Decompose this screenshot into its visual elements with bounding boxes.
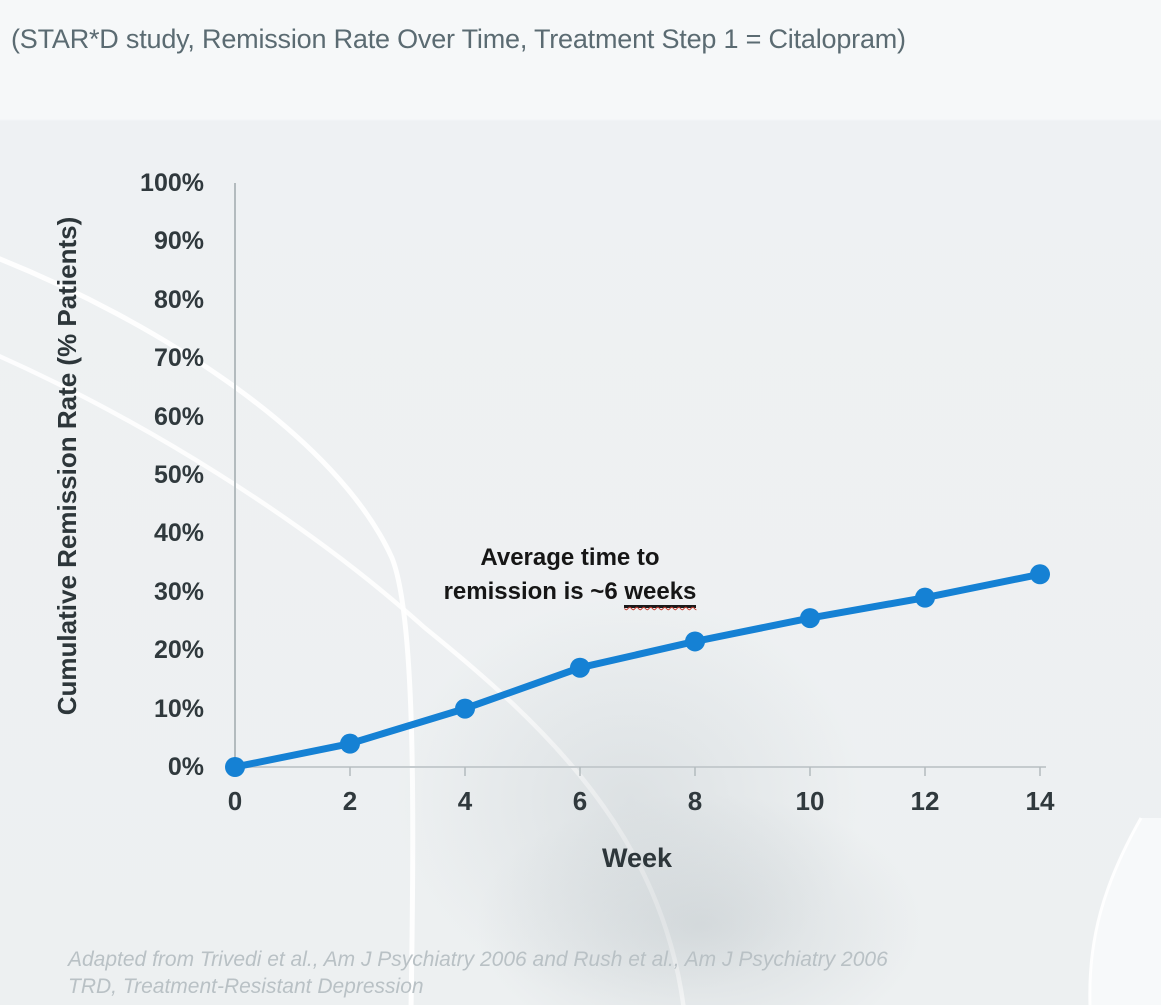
x-tick-label: 4 <box>457 786 473 816</box>
x-tick-label: 2 <box>342 786 358 816</box>
y-tick-label: 90% <box>153 227 204 256</box>
y-tick-label: 60% <box>153 402 204 431</box>
data-point-marker <box>915 587 935 608</box>
data-point-marker <box>1030 564 1050 585</box>
y-tick-label: 30% <box>153 577 204 606</box>
annotation-line2-prefix: remission is ~6 <box>443 578 625 605</box>
y-tick-label: 100% <box>140 169 204 197</box>
annotation-underlined-word: weeks <box>624 578 697 608</box>
annotation-callout: Average time to remission is ~6 weeks <box>405 541 735 609</box>
data-point-marker <box>800 608 820 629</box>
data-point-marker <box>340 733 360 754</box>
chart-title: (STAR*D study, Remission Rate Over Time,… <box>11 24 906 54</box>
x-tick-label: 8 <box>687 786 703 816</box>
y-tick-label: 10% <box>153 694 204 723</box>
series-line <box>231 570 1044 771</box>
background-curve <box>0 354 686 1005</box>
x-axis-title: Week <box>601 843 673 873</box>
data-point-marker <box>685 631 705 652</box>
y-tick-label: 40% <box>153 519 204 548</box>
y-tick-label: 0% <box>167 753 204 781</box>
x-tick-label: 0 <box>227 786 243 816</box>
y-tick-label: 80% <box>153 285 204 314</box>
y-tick-label: 20% <box>153 636 204 665</box>
background-curve <box>0 256 416 1005</box>
background-corner-circle <box>1089 818 1161 1005</box>
x-tick-label: 14 <box>1025 786 1055 816</box>
x-tick-label: 10 <box>795 786 825 816</box>
annotation-line1: Average time to <box>480 544 660 571</box>
data-point-marker <box>455 698 475 719</box>
x-tick-label: 12 <box>910 786 940 816</box>
background-corner-edge <box>1088 817 1143 1005</box>
data-point-marker <box>570 657 590 678</box>
footer-source: Adapted from Trivedi et al., Am J Psychi… <box>68 948 888 971</box>
data-point-marker <box>225 757 245 777</box>
footer-abbreviation: TRD, Treatment-Resistant Depression <box>68 975 424 998</box>
footer: Adapted from Trivedi et al., Am J Psychi… <box>68 946 888 1000</box>
y-tick-label: 70% <box>153 344 204 373</box>
y-tick-label: 50% <box>153 461 204 489</box>
x-tick-label: 6 <box>572 786 588 816</box>
